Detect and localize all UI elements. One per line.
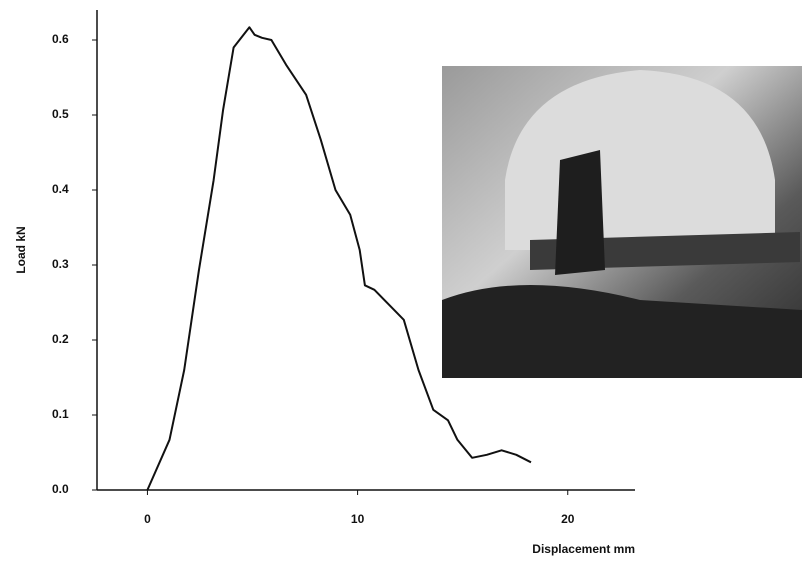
data-line: [146, 26, 532, 491]
y-tick-label: 0.0: [52, 482, 69, 496]
y-tick-label: 0.2: [52, 332, 69, 346]
y-axis-label: Load kN: [14, 226, 28, 273]
y-tick-label: 0.3: [52, 257, 69, 271]
y-tick-label: 0.5: [52, 107, 69, 121]
x-tick-label: 10: [351, 512, 365, 526]
y-tick-label: 0.6: [52, 32, 69, 46]
y-tick-label: 0.4: [52, 182, 69, 196]
x-tick-label: 20: [561, 512, 575, 526]
inset-photo: [442, 66, 802, 378]
x-axis-label: Displacement mm: [532, 542, 635, 556]
x-tick-label: 0: [144, 512, 151, 526]
y-tick-label: 0.1: [52, 407, 69, 421]
